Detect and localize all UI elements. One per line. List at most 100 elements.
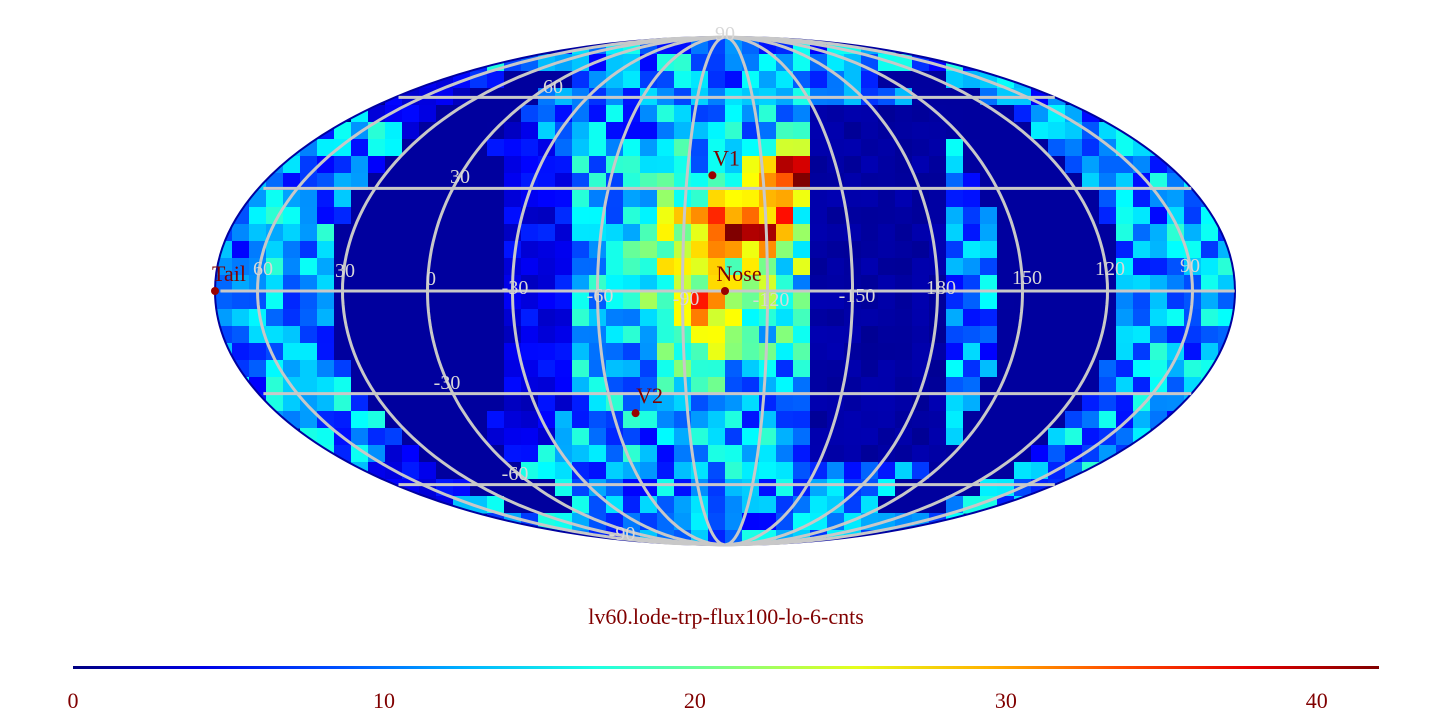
longitude-label: 60 (253, 258, 273, 280)
flux-pixel (1167, 224, 1185, 242)
flux-pixel (810, 241, 828, 259)
flux-pixel (317, 360, 335, 378)
flux-pixel (946, 292, 964, 310)
flux-pixel (844, 156, 862, 174)
flux-pixel (1116, 326, 1134, 344)
flux-pixel (708, 326, 726, 344)
flux-pixel (793, 309, 811, 327)
flux-pixel (946, 224, 964, 242)
flux-pixel (538, 326, 556, 344)
flux-pixel (589, 496, 607, 514)
flux-pixel (640, 258, 658, 276)
flux-pixel (504, 326, 522, 344)
flux-pixel (895, 105, 913, 123)
flux-pixel (776, 258, 794, 276)
flux-pixel (810, 139, 828, 157)
flux-pixel (1133, 173, 1151, 191)
flux-pixel (844, 173, 862, 191)
flux-pixel (385, 173, 403, 191)
flux-pixel (368, 241, 386, 259)
flux-pixel (623, 275, 641, 293)
flux-pixel (912, 275, 930, 293)
flux-pixel (912, 326, 930, 344)
flux-pixel (606, 275, 624, 293)
flux-pixel (487, 275, 505, 293)
flux-pixel (980, 173, 998, 191)
flux-pixel (249, 258, 267, 276)
flux-pixel (453, 207, 471, 225)
flux-pixel (691, 241, 709, 259)
flux-pixel (725, 190, 743, 208)
flux-pixel (929, 156, 947, 174)
flux-pixel (1014, 309, 1032, 327)
flux-pixel (691, 71, 709, 89)
flux-pixel (1167, 292, 1185, 310)
flux-pixel (266, 207, 284, 225)
flux-pixel (215, 258, 233, 276)
flux-pixel (317, 411, 335, 429)
flux-pixel (963, 343, 981, 361)
flux-pixel (453, 394, 471, 412)
flux-pixel (300, 241, 318, 259)
latitude-label: 30 (450, 166, 470, 188)
flux-pixel (1048, 292, 1066, 310)
flux-pixel (402, 309, 420, 327)
flux-pixel (402, 105, 420, 123)
flux-pixel (963, 377, 981, 395)
flux-pixel (708, 122, 726, 140)
flux-pixel (385, 258, 403, 276)
flux-pixel (1048, 275, 1066, 293)
flux-pixel (912, 428, 930, 446)
flux-pixel (657, 292, 675, 310)
flux-pixel (861, 241, 879, 259)
flux-pixel (946, 428, 964, 446)
flux-pixel (1184, 224, 1202, 242)
flux-pixel (606, 309, 624, 327)
flux-pixel (1167, 309, 1185, 327)
flux-pixel (997, 428, 1015, 446)
flux-pixel (912, 445, 930, 463)
flux-pixel (572, 445, 590, 463)
marker-dot (631, 409, 640, 418)
flux-pixel (827, 275, 845, 293)
flux-pixel (793, 224, 811, 242)
flux-pixel (691, 207, 709, 225)
flux-pixel (980, 190, 998, 208)
flux-pixel (793, 173, 811, 191)
flux-pixel (827, 241, 845, 259)
flux-pixel (997, 122, 1015, 140)
flux-pixel (793, 207, 811, 225)
flux-pixel (470, 173, 488, 191)
flux-pixel (453, 122, 471, 140)
colorbar-tick-label: 20 (683, 688, 706, 713)
flux-pixel (878, 173, 896, 191)
flux-pixel (776, 241, 794, 259)
flux-pixel (368, 156, 386, 174)
flux-pixel (640, 207, 658, 225)
flux-pixel (351, 156, 369, 174)
flux-pixel (504, 394, 522, 412)
flux-pixel (725, 292, 743, 310)
flux-pixel (572, 309, 590, 327)
flux-pixel (810, 173, 828, 191)
flux-pixel (1116, 292, 1134, 310)
flux-pixel (861, 343, 879, 361)
flux-pixel (589, 343, 607, 361)
flux-pixel (1133, 292, 1151, 310)
flux-pixel (708, 496, 726, 514)
flux-pixel (317, 156, 335, 174)
flux-pixel (470, 326, 488, 344)
flux-pixel (640, 71, 658, 89)
flux-pixel (810, 360, 828, 378)
flux-pixel (368, 224, 386, 242)
flux-pixel (640, 326, 658, 344)
flux-pixel (402, 156, 420, 174)
flux-pixel (1031, 275, 1049, 293)
flux-pixel (317, 173, 335, 191)
flux-pixel (215, 292, 233, 310)
flux-pixel (521, 292, 539, 310)
flux-pixel (1014, 258, 1032, 276)
flux-pixel (640, 377, 658, 395)
flux-pixel (997, 445, 1015, 463)
flux-pixel (793, 139, 811, 157)
